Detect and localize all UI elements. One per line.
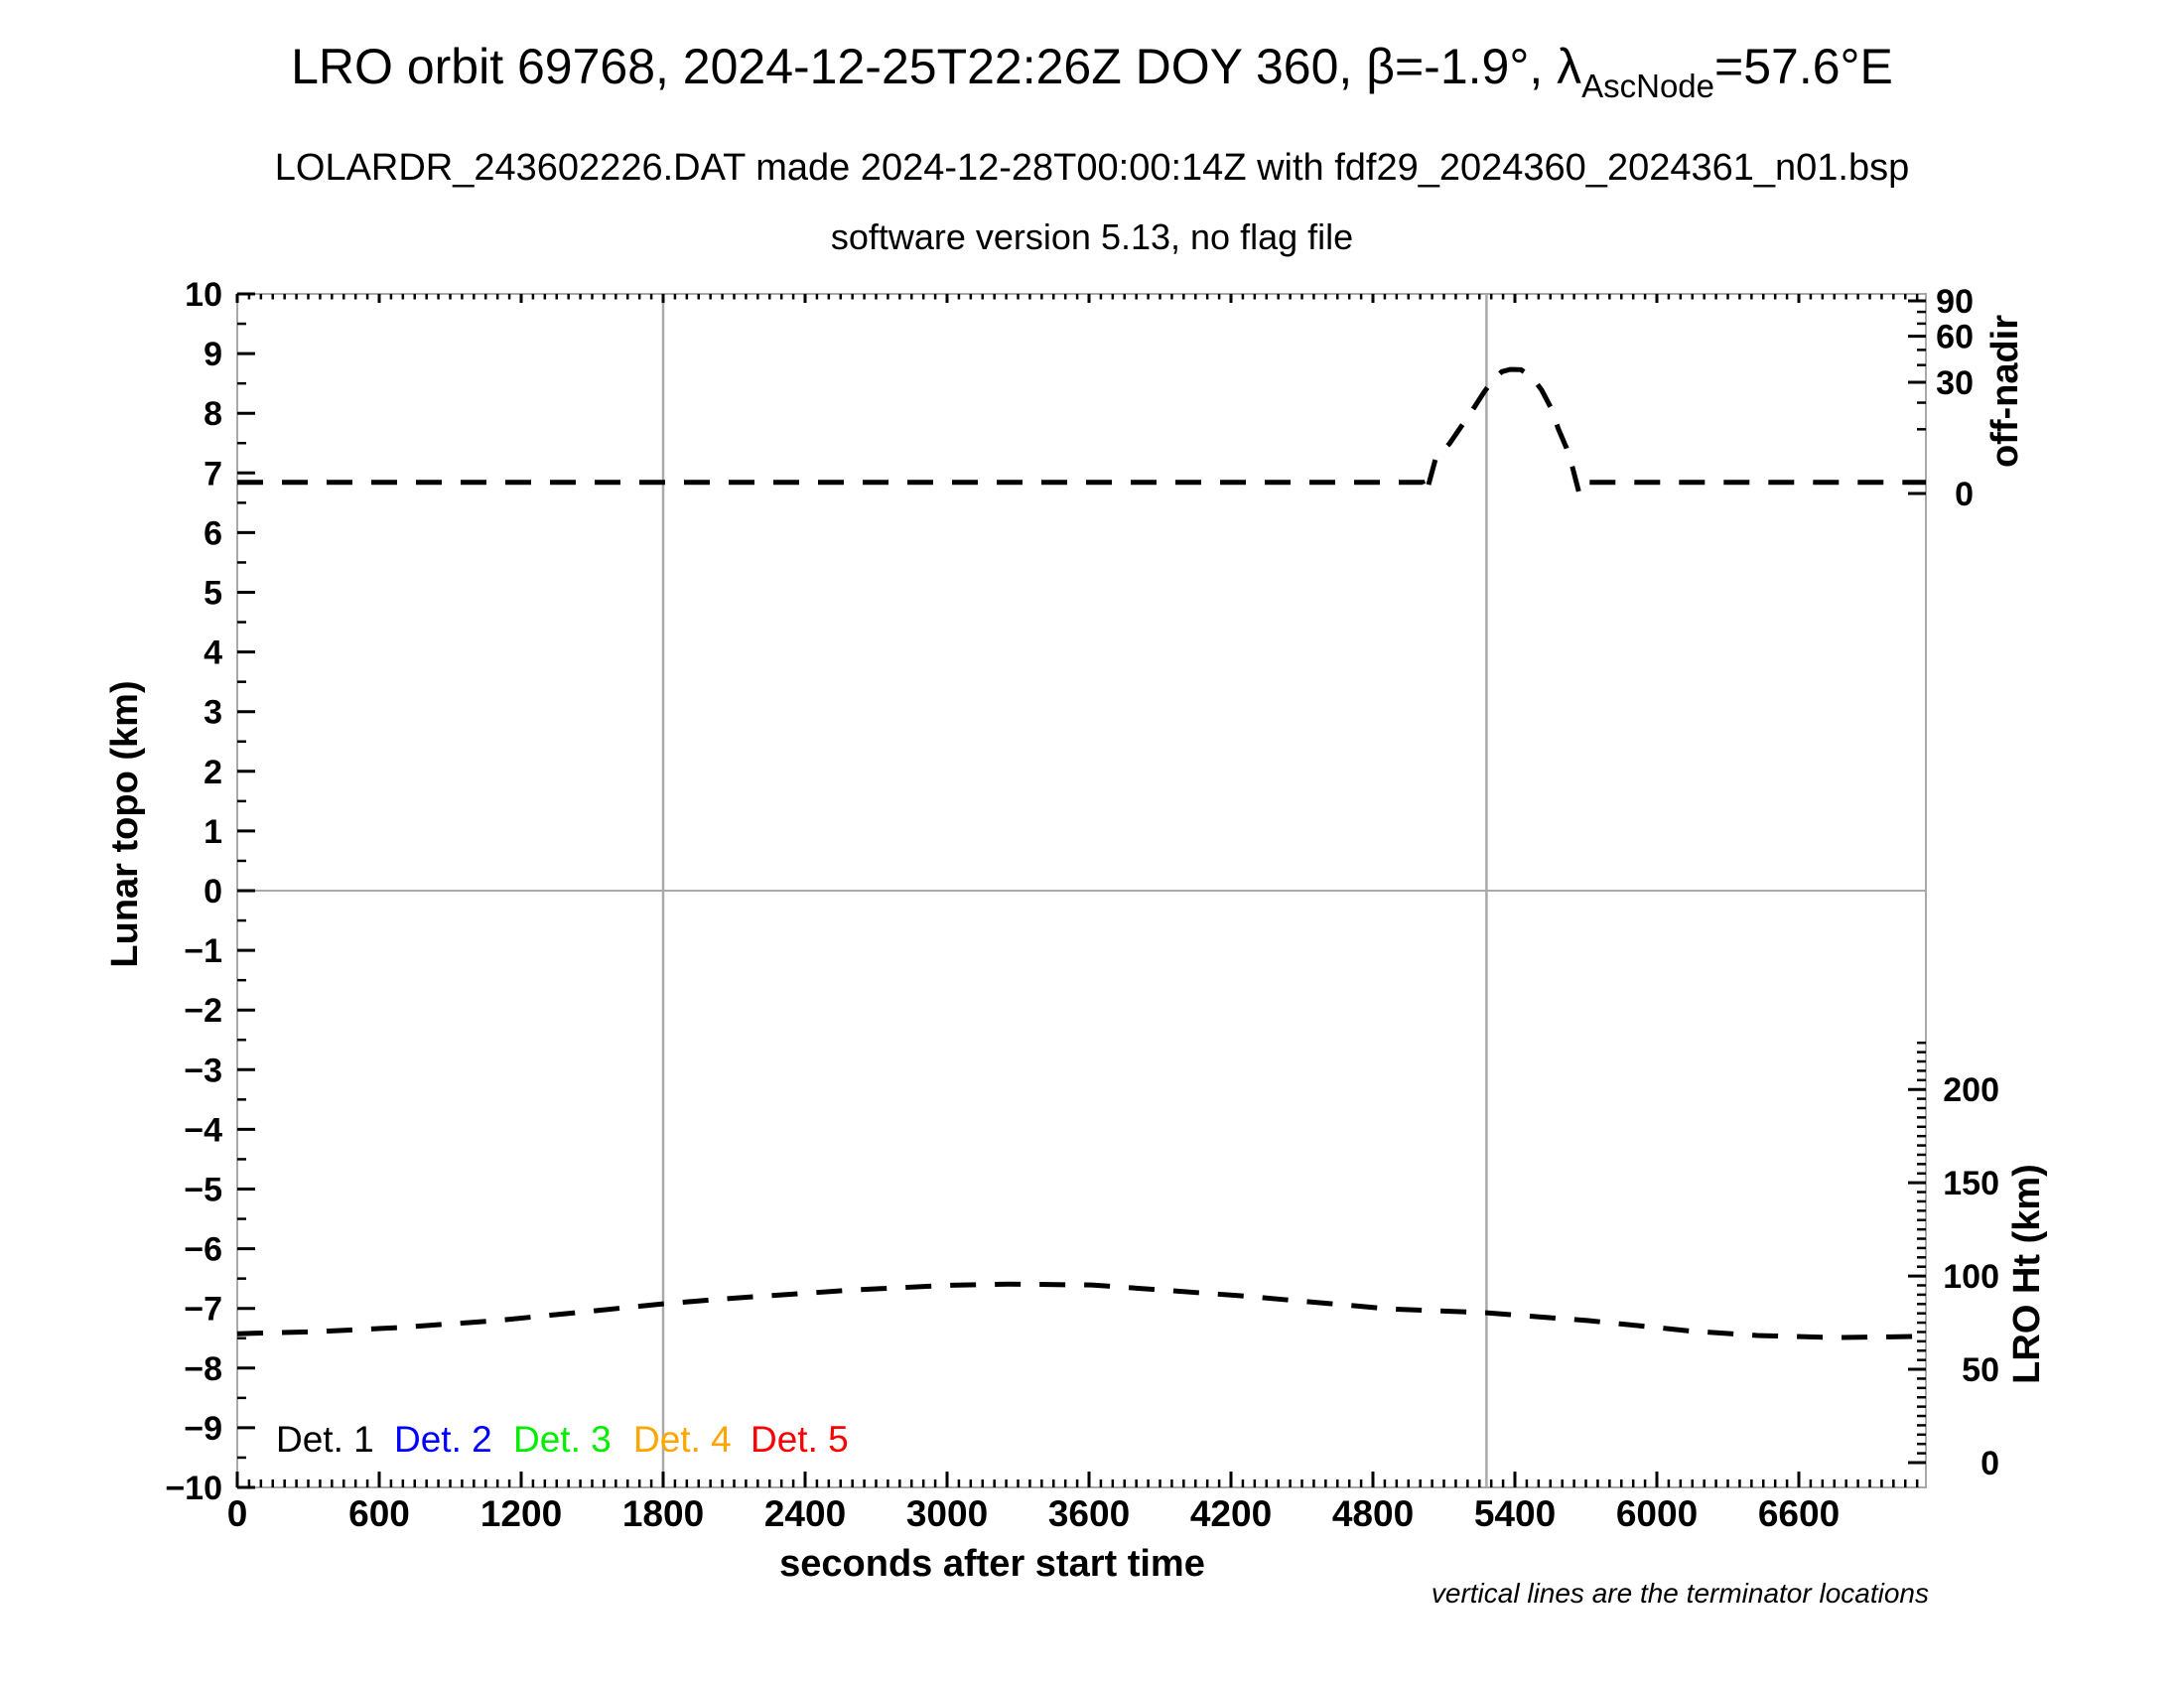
off-nadir-series — [237, 366, 1926, 502]
x-axis-title: seconds after start time — [779, 1543, 1205, 1585]
topo-tick-label: −3 — [184, 1052, 222, 1089]
topo-tick-label: −6 — [184, 1231, 222, 1269]
topo-tick-label: 1 — [204, 813, 222, 851]
topo-tick-label: 4 — [204, 634, 222, 672]
topo-tick-label: −9 — [184, 1410, 222, 1448]
lroht-tick-label: 150 — [1943, 1165, 1999, 1202]
topo-tick-label: 8 — [204, 395, 222, 433]
topo-tick-label: −2 — [184, 992, 222, 1030]
topo-tick-label: 9 — [204, 336, 222, 373]
topo-tick-label: −5 — [184, 1172, 222, 1209]
terminator-footnote: vertical lines are the terminator locati… — [1432, 1578, 1929, 1609]
x-tick-label: 2400 — [764, 1493, 846, 1534]
offnadir-tick-label: 30 — [1936, 364, 1974, 402]
topo-tick-label: 7 — [204, 455, 222, 492]
topo-tick-label: −8 — [184, 1350, 222, 1388]
offnadir-tick-label: 60 — [1936, 319, 1974, 356]
offnadir-tick-label: 90 — [1936, 283, 1974, 321]
axis-ticks — [235, 292, 1926, 1489]
x-tick-label: 0 — [227, 1493, 248, 1534]
lroht-tick-label: 100 — [1943, 1258, 1999, 1296]
x-tick-label: 3600 — [1048, 1493, 1130, 1534]
plot-title-subscript: AscNode — [1581, 68, 1715, 104]
plot-subtitle-version: software version 5.13, no flag file — [830, 216, 1354, 257]
x-tick-label: 5400 — [1474, 1493, 1556, 1534]
x-tick-label: 3000 — [906, 1493, 988, 1534]
topo-tick-label: 2 — [204, 754, 222, 791]
topo-tick-label: 10 — [185, 276, 222, 314]
legend-det-5: Det. 5 — [751, 1419, 849, 1460]
plot-title-main: LRO orbit 69768, 2024-12-25T22:26Z DOY 3… — [291, 39, 1582, 94]
x-tick-label: 6600 — [1758, 1493, 1840, 1534]
plot-subtitle-file: LOLARDR_243602226.DAT made 2024-12-28T00… — [274, 147, 1910, 189]
x-tick-label: 4200 — [1190, 1493, 1272, 1534]
x-tick-label: 600 — [348, 1493, 410, 1534]
x-tick-label: 1800 — [622, 1493, 704, 1534]
legend-det-1: Det. 1 — [276, 1419, 374, 1460]
topo-tick-label: −1 — [184, 932, 222, 970]
topo-tick-label: 3 — [204, 694, 222, 732]
topo-tick-label: 0 — [204, 873, 222, 911]
topo-tick-label: 5 — [204, 575, 222, 613]
legend-det-3: Det. 3 — [513, 1419, 612, 1460]
x-tick-label: 1200 — [480, 1493, 562, 1534]
left-axis-title: Lunar topo (km) — [104, 680, 146, 967]
topo-tick-label: −10 — [165, 1470, 222, 1507]
offnadir-tick-label: 0 — [1955, 476, 1974, 513]
lroht-tick-label: 50 — [1962, 1351, 1999, 1389]
topo-tick-label: 6 — [204, 514, 222, 552]
plot-title: LRO orbit 69768, 2024-12-25T22:26Z DOY 3… — [0, 38, 2184, 105]
legend-det-4: Det. 4 — [633, 1419, 732, 1460]
lro-height-series — [236, 1281, 1927, 1340]
lroht-axis-title: LRO Ht (km) — [2006, 1164, 2048, 1384]
topo-tick-label: −7 — [184, 1291, 222, 1329]
offnadir-axis-title: off-nadir — [1984, 315, 2026, 468]
plot-title-suffix: =57.6°E — [1714, 39, 1893, 94]
legend-det-2: Det. 2 — [394, 1419, 492, 1460]
lroht-tick-label: 200 — [1943, 1071, 1999, 1109]
topo-tick-label: −4 — [184, 1111, 222, 1149]
lroht-tick-label: 0 — [1980, 1445, 1999, 1482]
x-tick-label: 4800 — [1332, 1493, 1414, 1534]
x-tick-label: 6000 — [1616, 1493, 1698, 1534]
